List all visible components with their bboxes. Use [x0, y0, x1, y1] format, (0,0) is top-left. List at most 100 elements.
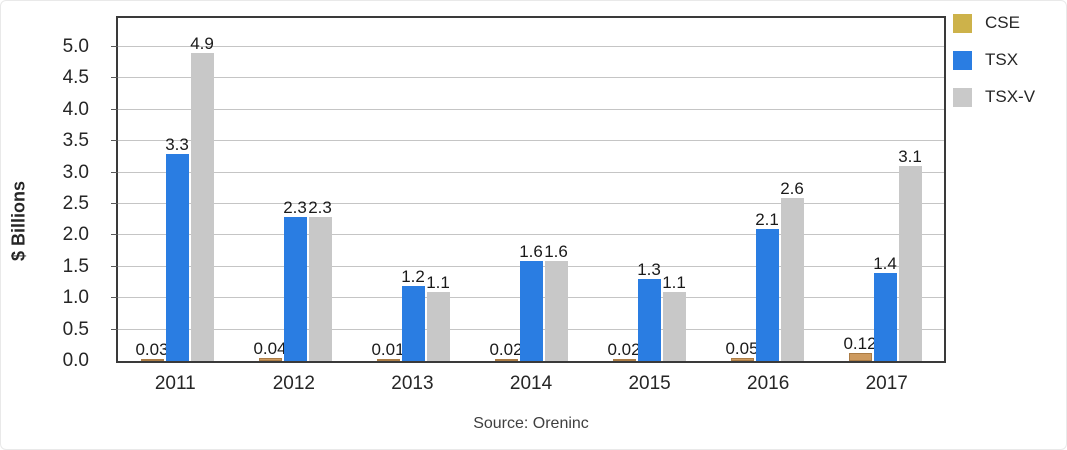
bar-value-label: 1.4	[873, 254, 897, 273]
bar-value-label: 1.2	[401, 267, 425, 286]
bar-tsx-2013[interactable]	[401, 286, 425, 361]
bar-tsx-v-2011[interactable]	[190, 53, 214, 361]
bar-tsx-v-2015[interactable]	[662, 292, 686, 361]
bar-tsx-v-2014[interactable]	[544, 261, 568, 361]
bar-value-label: 2.3	[283, 198, 307, 217]
bar-group-2013: 0.01 1.2 1.1	[354, 18, 472, 361]
bar-value-label: 2.3	[308, 198, 332, 217]
bar-tsx-2012[interactable]	[283, 217, 307, 361]
bar-group-2017: 0.12 1.4 3.1	[826, 18, 944, 361]
bar-cse-2016[interactable]	[730, 358, 754, 361]
bar-tsx-v-2013[interactable]	[426, 292, 450, 361]
bar-tsx-2015[interactable]	[637, 279, 661, 361]
bar-value-label: 1.6	[519, 242, 543, 261]
bar-groups: 0.03 3.3 4.9 0.04 2.3 2.3 0.01 1.2 1.1 0.02 1.6 1.6…	[118, 18, 944, 361]
bar-tsx-2014[interactable]	[519, 261, 543, 361]
y-tick-label: 5.0	[62, 36, 89, 57]
bar-col-tsx-2014: 1.6	[519, 18, 543, 361]
bar-col-tsx-2015: 1.3	[637, 18, 661, 361]
legend-swatch-tsx-icon	[953, 50, 972, 70]
bar-value-label: 1.1	[662, 273, 686, 292]
bar-value-label: 1.3	[637, 260, 661, 279]
bar-cse-2014[interactable]	[494, 359, 518, 361]
x-axis-tick-labels: 2011 2012 2013 2014 2015 2016 2017	[116, 372, 946, 396]
bar-value-label: 1.1	[426, 273, 450, 292]
bar-col-tsx-v-2015: 1.1	[662, 18, 686, 361]
x-tick-label-2014: 2014	[509, 373, 553, 394]
bar-value-label: 2.6	[780, 179, 804, 198]
y-axis-tick-mark	[111, 108, 118, 110]
legend-swatch-tsx-v-icon	[953, 87, 972, 107]
bar-value-label: 3.3	[165, 135, 189, 154]
y-tick-label: 1.0	[62, 287, 89, 309]
y-axis-tick-mark	[111, 328, 118, 330]
y-tick-label: 2.0	[62, 224, 89, 246]
y-axis-tick-mark	[111, 171, 118, 173]
plot-area: 0.03 3.3 4.9 0.04 2.3 2.3 0.01 1.2 1.1 0.02 1.6 1.6…	[111, 16, 946, 363]
bar-tsx-2016[interactable]	[755, 229, 779, 361]
y-tick-label: 0.5	[62, 318, 89, 340]
bar-col-tsx-2017: 1.4	[873, 18, 897, 361]
y-axis-tick-mark	[111, 203, 118, 204]
y-axis-tick-mark	[111, 265, 118, 267]
legend-item-tsx[interactable]: TSX	[953, 50, 1035, 70]
legend-item-tsx-v[interactable]: TSX-V	[953, 87, 1035, 107]
bar-value-label: 1.6	[544, 242, 568, 261]
bar-value-label: 0.12	[843, 334, 877, 353]
bar-col-cse-2013: 0.01	[371, 18, 405, 361]
bar-cse-2011[interactable]	[140, 359, 164, 361]
bar-value-label: 0.05	[725, 339, 759, 358]
bar-tsx-v-2016[interactable]	[780, 198, 804, 361]
bar-tsx-v-2012[interactable]	[308, 217, 332, 361]
gridline	[118, 171, 944, 173]
legend-label: CSE	[985, 13, 1020, 32]
y-axis-tick-mark	[111, 234, 118, 236]
bar-cse-2013[interactable]	[376, 359, 400, 361]
x-tick-label-2012: 2012	[272, 373, 315, 394]
bar-value-label: 0.04	[253, 339, 287, 358]
bar-col-tsx-2013: 1.2	[401, 18, 425, 361]
bar-tsx-2017[interactable]	[873, 273, 897, 361]
x-tick-label-2013: 2013	[391, 373, 434, 394]
y-axis-tick-mark	[111, 140, 118, 142]
bar-value-label: 2.1	[755, 210, 779, 229]
source-text: Source: Oreninc	[473, 415, 589, 432]
bar-col-tsx-v-2017: 3.1	[898, 18, 922, 361]
bar-group-2014: 0.02 1.6 1.6	[472, 18, 590, 361]
y-tick-label: 4.5	[62, 67, 89, 89]
bar-value-label: 3.1	[898, 147, 922, 166]
bar-value-label: 0.03	[135, 340, 169, 359]
legend-item-cse[interactable]: CSE	[953, 13, 1035, 33]
y-tick-label: 3.5	[62, 130, 89, 152]
bar-col-tsx-2016: 2.1	[755, 18, 779, 361]
bar-col-cse-2014: 0.02	[489, 18, 523, 361]
bar-cse-2017[interactable]	[848, 353, 872, 361]
bar-tsx-2011[interactable]	[165, 154, 189, 361]
y-axis-tick-mark	[111, 46, 118, 47]
bar-col-tsx-2012: 2.3	[283, 18, 307, 361]
bar-value-label: 0.01	[371, 340, 405, 359]
bar-col-cse-2016: 0.05	[725, 18, 759, 361]
legend-label: TSX	[985, 50, 1019, 69]
y-axis-tick-mark	[111, 77, 118, 79]
x-tick-label-2016: 2016	[747, 373, 790, 394]
y-tick-label: 2.5	[62, 193, 89, 214]
y-tick-label: 3.0	[62, 161, 89, 183]
gridline	[118, 203, 944, 204]
bar-cse-2015[interactable]	[612, 359, 636, 361]
bar-col-tsx-v-2016: 2.6	[780, 18, 804, 361]
bar-group-2016: 0.05 2.1 2.6	[708, 18, 826, 361]
bar-value-label: 0.02	[607, 340, 641, 359]
bar-group-2011: 0.03 3.3 4.9	[118, 18, 236, 361]
gridline	[118, 108, 944, 110]
y-tick-label: 1.5	[62, 255, 89, 277]
gridline	[118, 77, 944, 79]
x-tick-label-2015: 2015	[628, 373, 671, 394]
bar-group-2015: 0.02 1.3 1.1	[590, 18, 708, 361]
bar-col-tsx-v-2014: 1.6	[544, 18, 568, 361]
legend-swatch-cse-icon	[953, 13, 972, 33]
legend-label: TSX-V	[985, 87, 1036, 106]
bar-tsx-v-2017[interactable]	[898, 166, 922, 361]
bar-cse-2012[interactable]	[258, 358, 282, 361]
bar-value-label: 4.9	[190, 34, 214, 53]
